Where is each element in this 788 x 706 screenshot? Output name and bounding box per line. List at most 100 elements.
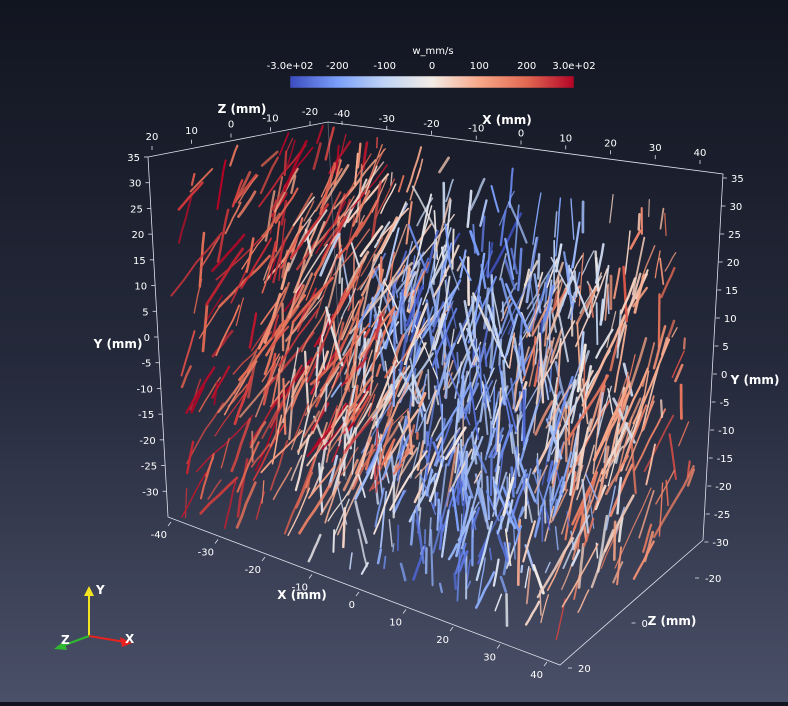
streamline	[247, 239, 254, 272]
colorbar-title: w_mm/s	[412, 46, 453, 57]
streamline	[518, 249, 521, 290]
tick-mark	[450, 627, 453, 631]
y-tick-label-left: 30	[129, 179, 142, 190]
streamline	[279, 309, 318, 365]
streamline	[655, 251, 660, 278]
colorbar-bar	[290, 76, 574, 88]
y-tick-label-right: 20	[727, 258, 740, 269]
streamline	[350, 553, 352, 569]
streamline	[578, 590, 589, 612]
streamline	[446, 374, 447, 398]
streamline	[545, 500, 546, 523]
streamline	[488, 242, 490, 278]
streamline	[351, 243, 359, 268]
z-tick-label-front: -20	[705, 574, 721, 585]
x-tick-label-back: -20	[423, 119, 439, 130]
x-tick-label-back: 0	[518, 129, 524, 140]
streamline	[490, 548, 492, 559]
streamline	[197, 416, 253, 472]
widget-label-z: Z	[61, 633, 70, 647]
tick-mark	[215, 540, 218, 544]
y-tick-label-right: -20	[715, 482, 731, 493]
tick-mark	[497, 645, 500, 649]
widget-label-x: X	[125, 632, 135, 646]
streamline	[333, 530, 334, 552]
y-tick-label-left: 0	[144, 333, 150, 344]
x-tick-label-front: 20	[436, 635, 449, 646]
streamline	[391, 453, 394, 481]
streamline	[510, 169, 513, 208]
x-axis-title-front: X (mm)	[277, 588, 326, 602]
streamline	[631, 231, 641, 249]
streamline	[537, 459, 538, 473]
streamline	[192, 174, 195, 185]
streamline	[252, 432, 253, 462]
colorbar-tick-label: 3.0e+02	[552, 61, 595, 72]
orientation-axes-widget: Y X Z	[54, 583, 135, 650]
streamline	[378, 550, 381, 564]
colorbar-tick-label: -3.0e+02	[267, 61, 314, 72]
streamline	[356, 502, 367, 543]
streamline	[340, 259, 341, 283]
y-tick-label-left: -10	[137, 384, 153, 395]
streamline	[624, 267, 627, 321]
z-tick-label-top: 10	[185, 126, 198, 137]
streamline	[384, 557, 385, 569]
y-tick-label-left: -15	[138, 410, 154, 421]
streamline	[393, 544, 394, 552]
x-tick-label-back: 10	[559, 133, 572, 144]
streamlines	[171, 126, 693, 640]
x-tick-label-front: 0	[349, 600, 355, 611]
streamline	[389, 520, 392, 547]
streamline	[556, 527, 558, 550]
streamline	[453, 230, 454, 269]
streamline	[471, 179, 485, 209]
tick-mark	[262, 557, 265, 561]
y-tick-label-right: 30	[730, 202, 743, 213]
x-axis-arrow	[89, 636, 125, 642]
streamline	[407, 202, 412, 244]
z-tick-label-top: 20	[146, 132, 159, 143]
streamline	[380, 434, 381, 469]
x-tick-label-front: -20	[245, 565, 261, 576]
streamline	[219, 256, 269, 307]
streamline	[378, 209, 408, 241]
streamline	[672, 328, 677, 337]
streamline	[230, 146, 237, 166]
tick-mark	[168, 522, 171, 526]
x-tick-label-back: 40	[694, 148, 707, 159]
streamline	[467, 582, 470, 589]
y-tick-label-left: 10	[134, 282, 147, 293]
streamline	[376, 466, 378, 493]
streamline	[659, 294, 660, 347]
y-tick-label-left: -20	[139, 436, 155, 447]
streamline	[659, 483, 662, 536]
tick-mark	[544, 662, 547, 666]
streamline	[684, 339, 685, 349]
streamline	[355, 154, 358, 185]
streamline	[314, 144, 321, 169]
y-tick-label-left: -30	[142, 487, 158, 498]
tick-mark	[403, 610, 406, 614]
streamline	[476, 573, 494, 608]
x-tick-label-front: -30	[198, 548, 214, 559]
streamline	[625, 231, 630, 274]
streamline	[557, 431, 558, 462]
colorbar-tick-label: 0	[429, 61, 435, 72]
streamline	[481, 453, 482, 488]
streamline	[231, 270, 246, 303]
streamline	[521, 566, 522, 572]
streamline	[507, 594, 508, 625]
streamline	[503, 302, 504, 318]
tick-mark	[309, 575, 312, 579]
y-tick-label-left: 15	[133, 256, 146, 267]
streamline	[213, 331, 232, 356]
x-tick-label-front: 40	[530, 670, 543, 681]
streamline	[401, 564, 405, 580]
streamline	[200, 233, 204, 287]
streamline	[538, 538, 573, 597]
z-tick-label-top: -20	[302, 107, 318, 118]
